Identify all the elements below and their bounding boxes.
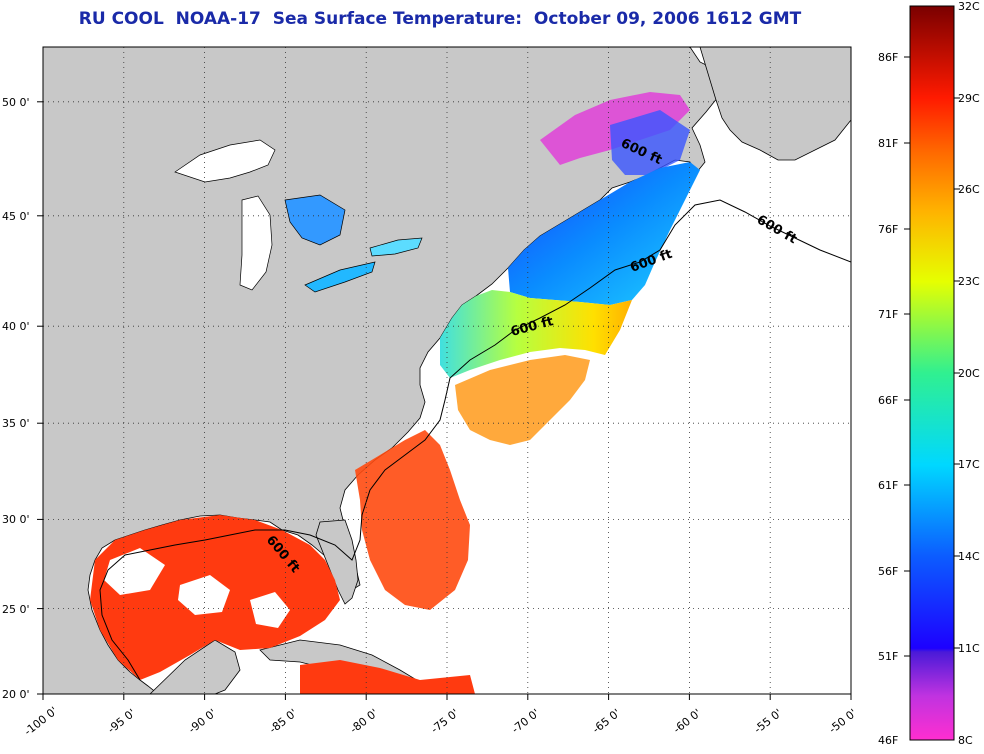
lat-label: 30 0' [2,513,30,526]
lake-erie [304,261,376,293]
cbar-f-label: 51F [878,650,898,663]
lon-label: -100 0' [22,704,60,738]
lon-label: -80 0' [348,706,381,736]
land-maritimes [699,47,851,161]
lon-label: -70 0' [509,706,542,736]
lat-label: 40 0' [2,320,30,333]
land-florida [315,519,359,605]
lon-label: -50 0' [826,706,859,736]
lat-label: 50 0' [2,96,30,109]
lon-label: -65 0' [590,706,623,736]
cloud-gulf-3 [250,592,290,628]
lon-label: -85 0' [267,706,300,736]
sst-mid-atlantic [440,290,632,378]
cbar-c-label: 8C [958,734,973,747]
cbar-f-label: 71F [878,308,898,321]
cbar-c-label: 23C [958,275,980,288]
cbar-c-label: 29C [958,92,980,105]
cbar-f-label: 81F [878,137,898,150]
isobath-600ft [99,199,851,681]
cbar-f-label: 56F [878,565,898,578]
lat-label: 45 0' [2,210,30,223]
sst-caribbean [300,660,475,694]
lon-label: -95 0' [105,706,138,736]
colorbar-gradient [909,5,955,741]
sst-gulf-of-maine [508,162,700,305]
lat-label: 35 0' [2,417,30,430]
cbar-c-label: 14C [958,550,980,563]
lake-huron [284,194,346,246]
cbar-f-label: 76F [878,223,898,236]
cbar-c-label: 11C [958,642,980,655]
cbar-f-label: 66F [878,394,898,407]
cbar-f-label: 61F [878,479,898,492]
map-title: RU COOL NOAA-17 Sea Surface Temperature:… [78,9,802,29]
cbar-c-label: 17C [958,458,980,471]
sst-st-lawrence-blue [610,110,690,175]
lon-label: -60 0' [671,706,704,736]
cbar-c-label: 26C [958,183,980,196]
colorbar: 46F 51F 56F 61F 66F 71F 76F 81F 86F 8C 1… [878,0,980,747]
cbar-c-label: 32C [958,0,980,13]
cbar-f-label: 46F [878,734,898,747]
lon-label: -55 0' [752,706,785,736]
lake-superior [174,139,276,183]
lake-ontario [369,237,423,257]
lat-label: 25 0' [2,603,30,616]
lon-label: -90 0' [186,706,219,736]
land-yucatan [149,639,241,694]
cbar-f-label: 86F [878,51,898,64]
sst-gulf-stream [455,355,590,445]
lake-michigan [239,195,273,291]
lat-label: 20 0' [2,688,30,701]
lon-axis-labels: -100 0' -95 0' -90 0' -85 0' -80 0' -75 … [22,704,860,738]
sst-southeast [355,430,470,610]
tick-marks [37,101,852,700]
lat-axis-labels: 20 0' 25 0' 30 0' 35 0' 40 0' 45 0' 50 0… [2,96,30,701]
cbar-c-label: 20C [958,367,980,380]
lon-label: -75 0' [428,706,461,736]
cloud-gulf-2 [178,575,230,615]
